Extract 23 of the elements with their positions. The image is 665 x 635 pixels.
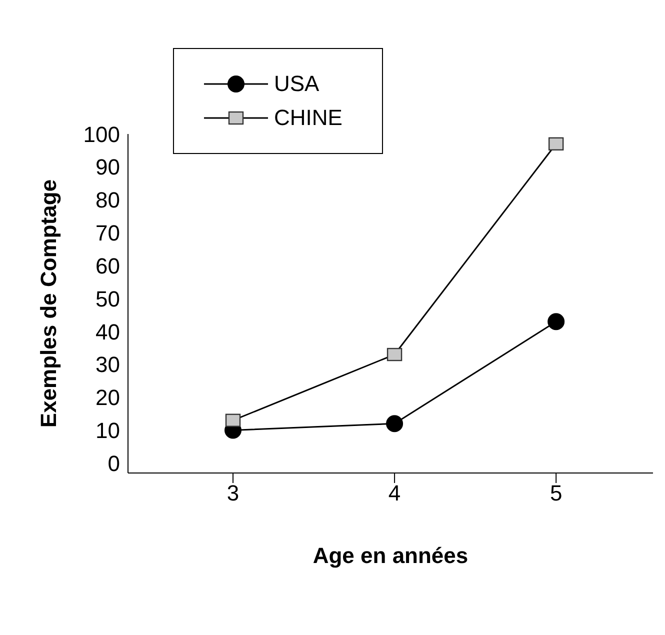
legend-label: USA bbox=[274, 71, 320, 97]
y-axis-title: Exemples de Comptage bbox=[36, 179, 61, 428]
point bbox=[386, 348, 402, 362]
y-tick-label: 50 bbox=[96, 286, 120, 312]
x-tick-label: 4 bbox=[388, 480, 401, 506]
y-tick-label: 70 bbox=[96, 220, 120, 246]
x-tick-label: 5 bbox=[550, 480, 562, 506]
point bbox=[548, 313, 565, 330]
y-tick-label: 60 bbox=[96, 253, 120, 278]
y-tick-label: 0 bbox=[108, 450, 120, 476]
y-tick-label: 100 bbox=[83, 122, 120, 147]
x-tick-label: 3 bbox=[226, 480, 240, 506]
y-tick-label: 90 bbox=[96, 154, 120, 180]
y-tick-label: 40 bbox=[96, 319, 120, 344]
point bbox=[386, 415, 404, 432]
y-tick-label: 20 bbox=[96, 385, 120, 410]
x-axis-title: Age en années bbox=[312, 543, 468, 568]
point bbox=[548, 137, 564, 150]
y-tick-label: 10 bbox=[96, 418, 120, 444]
point bbox=[225, 414, 241, 427]
legend-label: CHINE bbox=[274, 105, 342, 131]
y-tick-label: 30 bbox=[96, 352, 120, 378]
y-tick-label: 80 bbox=[96, 188, 120, 213]
